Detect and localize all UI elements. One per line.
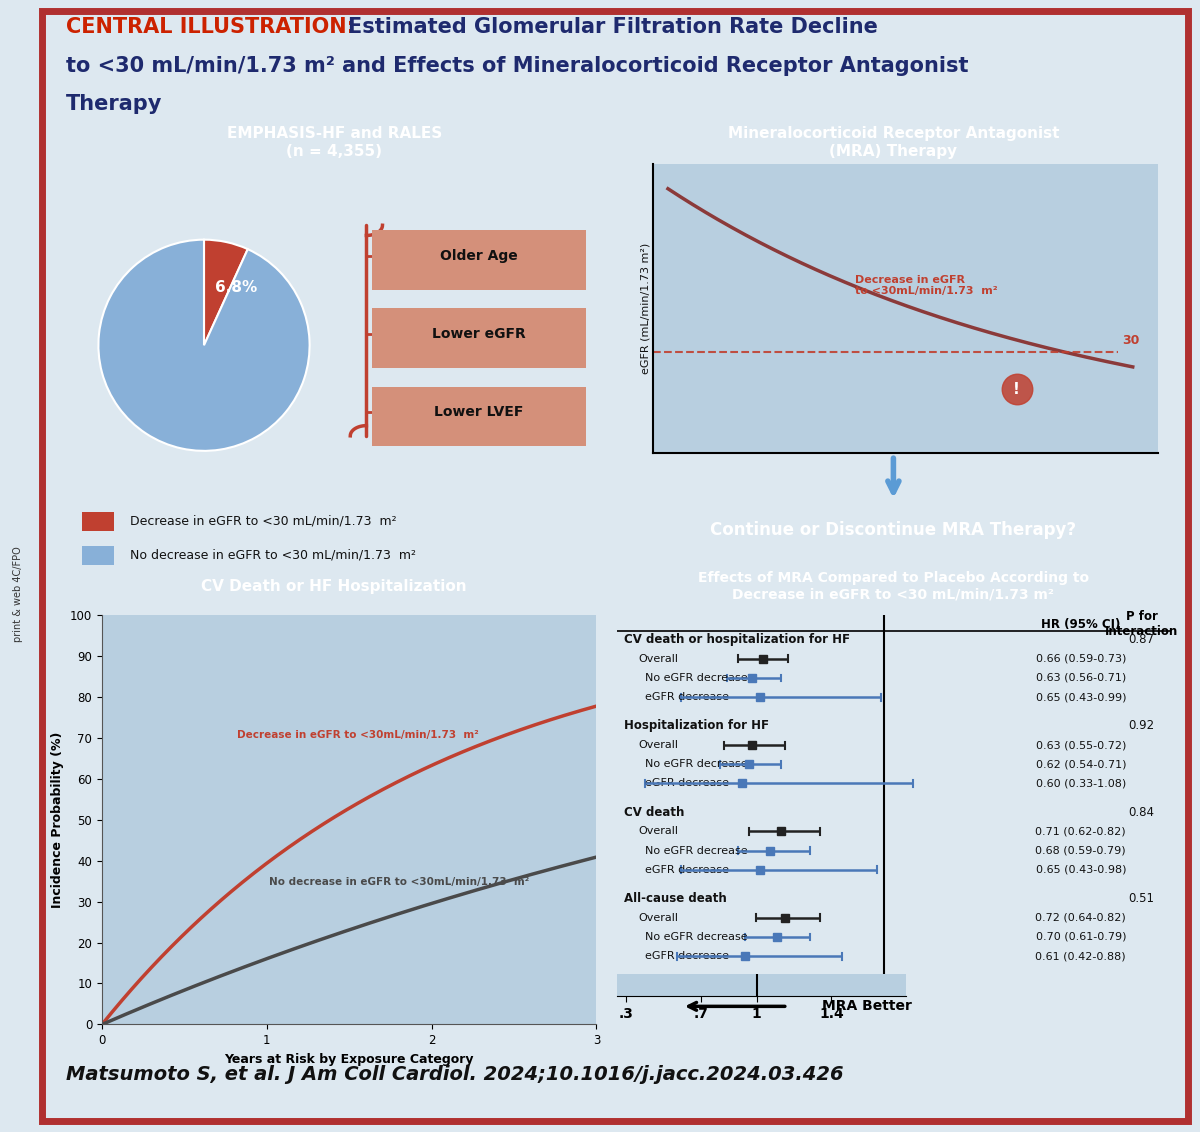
Bar <box>82 512 114 531</box>
Y-axis label: Incidence Probability (%): Incidence Probability (%) <box>52 731 65 908</box>
Text: No eGFR decrease: No eGFR decrease <box>646 846 748 856</box>
Text: 0.60 (0.33-1.08): 0.60 (0.33-1.08) <box>1036 779 1126 789</box>
Text: CV death or hospitalization for HF: CV death or hospitalization for HF <box>624 633 850 646</box>
FancyBboxPatch shape <box>372 309 587 368</box>
Text: 30: 30 <box>1123 334 1140 348</box>
Text: Decrease in eGFR to <30mL/min/1.73  m²: Decrease in eGFR to <30mL/min/1.73 m² <box>236 730 479 739</box>
Text: 0.63 (0.56-0.71): 0.63 (0.56-0.71) <box>1036 674 1126 683</box>
Text: 0.66 (0.59-0.73): 0.66 (0.59-0.73) <box>1036 654 1126 663</box>
Text: eGFR decrease: eGFR decrease <box>646 951 730 961</box>
Text: 0.61 (0.42-0.88): 0.61 (0.42-0.88) <box>1036 951 1126 961</box>
Text: eGFR decrease: eGFR decrease <box>646 692 730 702</box>
Text: Overall: Overall <box>638 740 678 751</box>
Text: No eGFR decrease: No eGFR decrease <box>646 674 748 683</box>
Text: 6.8%: 6.8% <box>215 280 257 294</box>
Text: No decrease in eGFR to <30mL/min/1.73  m²: No decrease in eGFR to <30mL/min/1.73 m² <box>269 877 529 887</box>
Text: 0.72 (0.64-0.82): 0.72 (0.64-0.82) <box>1036 912 1126 923</box>
Text: 0.87: 0.87 <box>1128 633 1154 646</box>
Text: MRA Better: MRA Better <box>822 1000 912 1013</box>
Text: 0.71 (0.62-0.82): 0.71 (0.62-0.82) <box>1036 826 1126 837</box>
Text: CENTRAL ILLUSTRATION:: CENTRAL ILLUSTRATION: <box>66 17 362 37</box>
Text: HR (95% CI): HR (95% CI) <box>1042 618 1121 631</box>
Wedge shape <box>98 240 310 451</box>
Text: eGFR decrease: eGFR decrease <box>646 779 730 789</box>
FancyBboxPatch shape <box>372 231 587 290</box>
Text: print & web 4C/FPO: print & web 4C/FPO <box>13 547 23 642</box>
Text: Older Age: Older Age <box>440 249 518 263</box>
Text: Lower LVEF: Lower LVEF <box>434 405 523 419</box>
Text: No eGFR decrease: No eGFR decrease <box>646 760 748 770</box>
Text: Decrease in eGFR to <30 mL/min/1.73  m²: Decrease in eGFR to <30 mL/min/1.73 m² <box>131 515 397 528</box>
Text: !: ! <box>1013 381 1020 397</box>
Text: 0.63 (0.55-0.72): 0.63 (0.55-0.72) <box>1036 740 1126 751</box>
Text: Matsumoto S, et al. J Am Coll Cardiol. 2024;10.1016/j.jacc.2024.03.426: Matsumoto S, et al. J Am Coll Cardiol. 2… <box>66 1065 844 1084</box>
Text: 0.65 (0.43-0.99): 0.65 (0.43-0.99) <box>1036 692 1126 702</box>
Text: Lower eGFR: Lower eGFR <box>432 327 526 341</box>
Text: Overall: Overall <box>638 912 678 923</box>
Text: EMPHASIS-HF and RALES
(n = 4,355): EMPHASIS-HF and RALES (n = 4,355) <box>227 127 442 158</box>
Text: Overall: Overall <box>638 826 678 837</box>
Text: 0.70 (0.61-0.79): 0.70 (0.61-0.79) <box>1036 932 1126 942</box>
Y-axis label: eGFR (mL/min/1.73 m²): eGFR (mL/min/1.73 m²) <box>640 243 650 374</box>
Text: 0.51: 0.51 <box>1128 892 1154 906</box>
Wedge shape <box>204 240 247 345</box>
Text: 0.92: 0.92 <box>1128 720 1154 732</box>
Text: P for
Interaction: P for Interaction <box>1105 610 1178 638</box>
Text: No eGFR decrease: No eGFR decrease <box>646 932 748 942</box>
Text: Estimated Glomerular Filtration Rate Decline: Estimated Glomerular Filtration Rate Dec… <box>348 17 877 37</box>
Text: Continue or Discontinue MRA Therapy?: Continue or Discontinue MRA Therapy? <box>710 522 1076 539</box>
Text: CV death: CV death <box>624 806 684 818</box>
FancyBboxPatch shape <box>372 387 587 446</box>
Text: Decrease in eGFR
to <30mL/min/1.73  m²: Decrease in eGFR to <30mL/min/1.73 m² <box>854 275 997 297</box>
Text: No decrease in eGFR to <30 mL/min/1.73  m²: No decrease in eGFR to <30 mL/min/1.73 m… <box>131 549 416 561</box>
Text: eGFR decrease: eGFR decrease <box>646 865 730 875</box>
Text: Hospitalization for HF: Hospitalization for HF <box>624 720 769 732</box>
Text: CV Death or HF Hospitalization: CV Death or HF Hospitalization <box>202 578 467 594</box>
Text: Effects of MRA Compared to Placebo According to
Decrease in eGFR to <30 mL/min/1: Effects of MRA Compared to Placebo Accor… <box>698 572 1088 601</box>
Text: 0.62 (0.54-0.71): 0.62 (0.54-0.71) <box>1036 760 1126 770</box>
Text: 0.84: 0.84 <box>1128 806 1154 818</box>
Text: Overall: Overall <box>638 654 678 663</box>
Text: 0.68 (0.59-0.79): 0.68 (0.59-0.79) <box>1036 846 1126 856</box>
Text: All-cause death: All-cause death <box>624 892 727 906</box>
Text: to <30 mL/min/1.73 m² and Effects of Mineralocorticoid Receptor Antagonist: to <30 mL/min/1.73 m² and Effects of Min… <box>66 55 968 76</box>
Text: Therapy: Therapy <box>66 94 162 114</box>
Text: Mineralocorticoid Receptor Antagonist
(MRA) Therapy: Mineralocorticoid Receptor Antagonist (M… <box>727 127 1060 158</box>
X-axis label: Years at Risk by Exposure Category: Years at Risk by Exposure Category <box>224 1053 474 1065</box>
Text: 0.65 (0.43-0.98): 0.65 (0.43-0.98) <box>1036 865 1126 875</box>
Bar <box>82 546 114 565</box>
